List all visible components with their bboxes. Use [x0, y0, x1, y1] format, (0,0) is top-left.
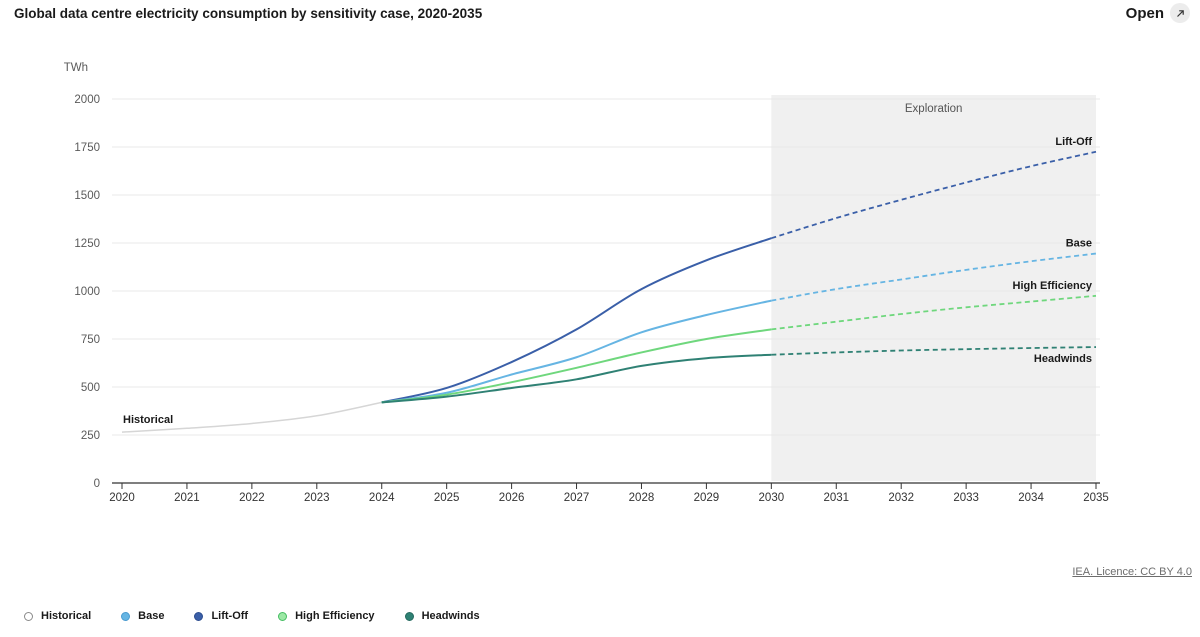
open-button[interactable]: Open: [1126, 3, 1190, 23]
series-line-projection-high-efficiency[interactable]: [771, 294, 1097, 331]
legend-dot-base-icon: [121, 611, 131, 621]
x-tick-label: 2029: [694, 492, 720, 504]
series-label-base: Base: [1066, 238, 1092, 250]
x-tick-label: 2022: [239, 492, 265, 504]
y-tick-label: 250: [81, 430, 100, 442]
series-line-projection-headwinds[interactable]: [771, 346, 1097, 356]
legend-label: Historical: [41, 610, 92, 622]
legend-item-lift-off[interactable]: Lift-Off: [194, 610, 248, 622]
x-tick-label: 2035: [1083, 492, 1109, 504]
y-tick-label: 500: [81, 382, 100, 394]
x-tick-label: 2021: [174, 492, 200, 504]
legend-dot-historical-icon: [24, 611, 33, 621]
series-label-headwinds: Headwinds: [1034, 353, 1092, 365]
x-tick-label: 2025: [434, 492, 460, 504]
legend-label: Headwinds: [421, 610, 480, 622]
exploration-label: Exploration: [905, 103, 963, 115]
x-tick-label: 2032: [888, 492, 914, 504]
x-tick-label: 2024: [369, 492, 395, 504]
series-line-historical[interactable]: [121, 401, 382, 433]
x-tick-label: 2028: [629, 492, 655, 504]
y-tick-label: 750: [81, 334, 100, 346]
legend-label: High Efficiency: [295, 610, 375, 622]
y-tick-label: 1000: [74, 286, 100, 298]
legend-label: Lift-Off: [211, 610, 249, 622]
x-tick-label: 2020: [109, 492, 135, 504]
series-line-projection-lift-off[interactable]: [771, 150, 1097, 240]
legend-dot-high-efficiency-icon: [278, 611, 288, 621]
y-tick-label: 1750: [74, 142, 100, 154]
open-external-icon: [1170, 3, 1190, 23]
x-tick-label: 2031: [823, 492, 849, 504]
series-line-base[interactable]: [381, 299, 772, 404]
series-label-historical: Historical: [123, 414, 173, 426]
page-title: Global data centre electricity consumpti…: [14, 6, 483, 21]
y-tick-label: 0: [94, 478, 100, 490]
x-tick-label: 2027: [564, 492, 590, 504]
y-tick-label: 2000: [74, 94, 100, 106]
legend-dot-lift-off-icon: [194, 611, 204, 621]
open-button-label: Open: [1125, 4, 1164, 22]
y-axis-unit-label: TWh: [64, 62, 88, 74]
chart-legend: Historical Base Lift-Off High Efficiency Hea…: [24, 610, 480, 622]
exploration-band: [771, 95, 1096, 481]
x-tick-label: 2034: [1018, 492, 1044, 504]
legend-item-historical[interactable]: Historical: [24, 610, 91, 622]
series-line-high-efficiency[interactable]: [381, 328, 772, 404]
x-tick-label: 2033: [953, 492, 979, 504]
series-line-projection-base[interactable]: [771, 252, 1097, 302]
x-tick-label: 2026: [499, 492, 525, 504]
series-label-lift-off: Lift-Off: [1055, 136, 1092, 148]
series-line-lift-off[interactable]: [381, 237, 772, 404]
legend-label: Base: [138, 610, 165, 622]
licence-link[interactable]: IEA. Licence: CC BY 4.0: [1072, 566, 1192, 578]
x-tick-label: 2023: [304, 492, 330, 504]
legend-item-high-efficiency[interactable]: High Efficiency: [278, 610, 375, 622]
series-label-high-efficiency: High Efficiency: [1013, 280, 1093, 292]
y-tick-label: 1500: [74, 190, 100, 202]
x-tick-label: 2030: [759, 492, 785, 504]
series-line-headwinds[interactable]: [381, 353, 772, 404]
y-tick-label: 1250: [74, 238, 100, 250]
legend-item-headwinds[interactable]: Headwinds: [404, 610, 480, 622]
legend-dot-headwinds-icon: [404, 611, 414, 621]
legend-item-base[interactable]: Base: [121, 610, 164, 622]
